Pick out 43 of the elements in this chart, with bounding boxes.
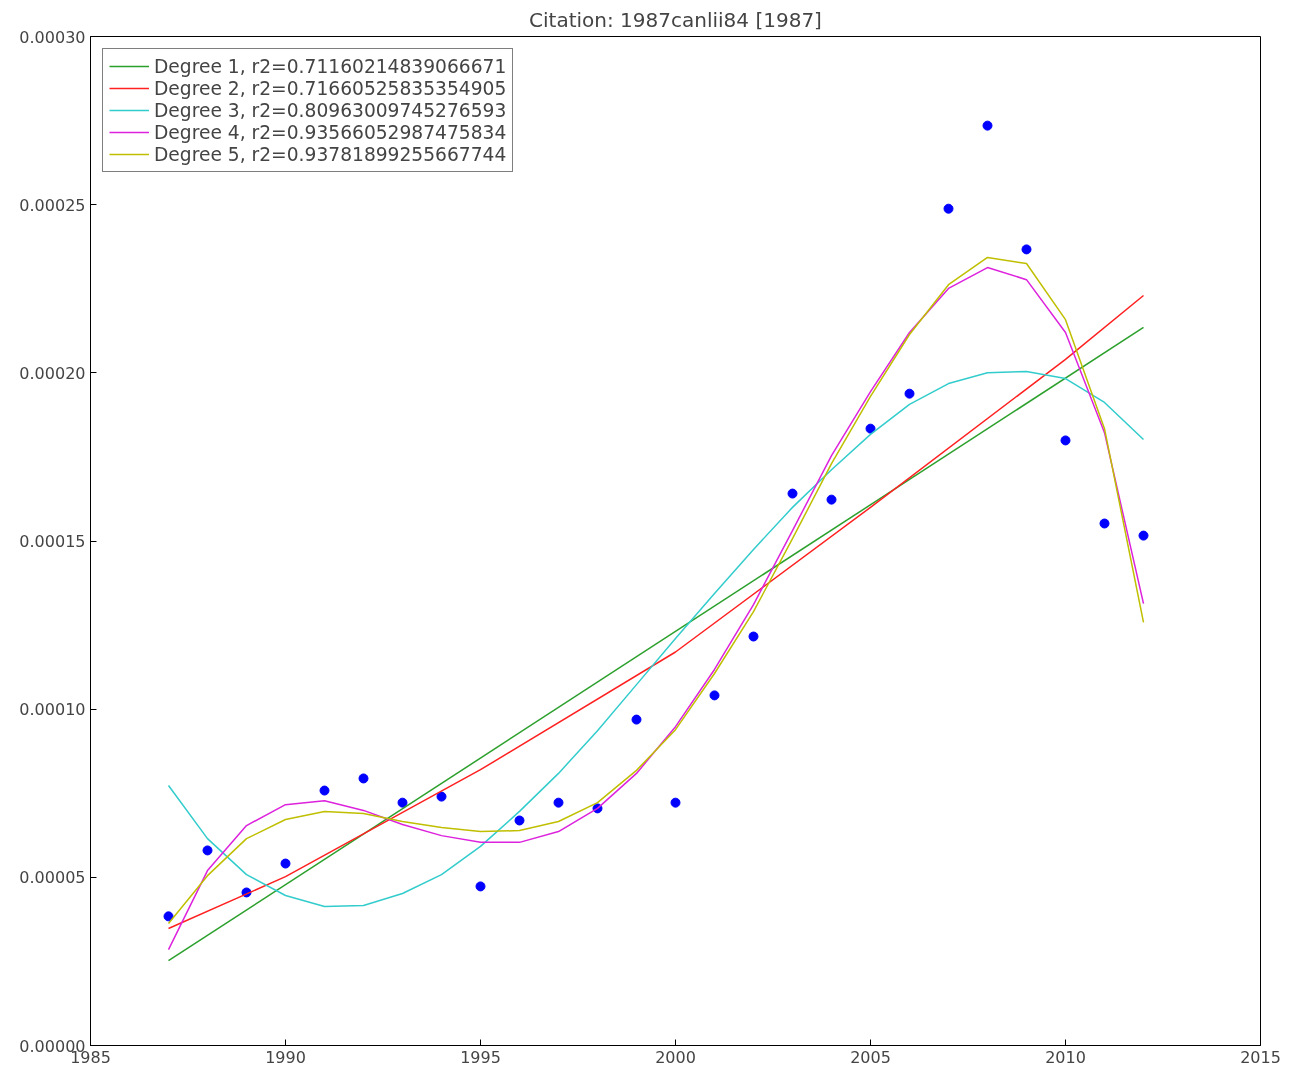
- y-tick-label: 0.00015: [19, 532, 86, 551]
- point: [1099, 518, 1110, 529]
- y-tick-label: 0.00030: [19, 27, 86, 47]
- point: [787, 488, 798, 499]
- point: [709, 690, 720, 701]
- legend-label: Degree 2, r2=0.71660525835354905: [154, 77, 507, 99]
- x-tick-label: 2005: [850, 1047, 891, 1067]
- y-tick-label: 0.00010: [19, 700, 86, 720]
- y-tick-label: 0.00005: [19, 868, 86, 888]
- point: [202, 845, 213, 856]
- point: [631, 714, 642, 725]
- point: [358, 773, 369, 784]
- point: [1021, 244, 1032, 255]
- point: [163, 911, 174, 922]
- legend-label: Degree 3, r2=0.80963009745276593: [154, 99, 507, 121]
- point: [670, 797, 681, 808]
- point: [319, 785, 330, 796]
- point: [982, 120, 993, 131]
- point: [748, 631, 759, 642]
- point: [1138, 530, 1149, 541]
- x-tick-label: 2010: [1045, 1047, 1086, 1067]
- legend-label: Degree 5, r2=0.93781899255667744: [154, 143, 507, 165]
- point: [514, 815, 525, 826]
- point: [280, 858, 291, 869]
- legend-label: Degree 1, r2=0.71160214839066671: [154, 55, 507, 77]
- point: [553, 797, 564, 808]
- x-tick-label: 1995: [460, 1047, 501, 1067]
- point: [436, 791, 447, 802]
- x-tick-label: 2015: [1240, 1047, 1281, 1067]
- point: [865, 423, 876, 434]
- legend-label: Degree 4, r2=0.93566052987475834: [154, 121, 507, 143]
- point: [904, 388, 915, 399]
- point: [1060, 435, 1071, 446]
- point: [397, 797, 408, 808]
- point: [475, 881, 486, 892]
- x-tick-label: 1990: [265, 1047, 306, 1067]
- point: [826, 494, 837, 505]
- line-series: [167, 370, 1145, 908]
- chart-title: Citation: 1987canlii84 [1987]: [529, 7, 822, 32]
- y-tick-label: 0.00025: [19, 195, 86, 215]
- x-tick-label: 2000: [655, 1047, 696, 1067]
- y-tick-label: 0.00020: [19, 363, 86, 383]
- point: [943, 203, 954, 214]
